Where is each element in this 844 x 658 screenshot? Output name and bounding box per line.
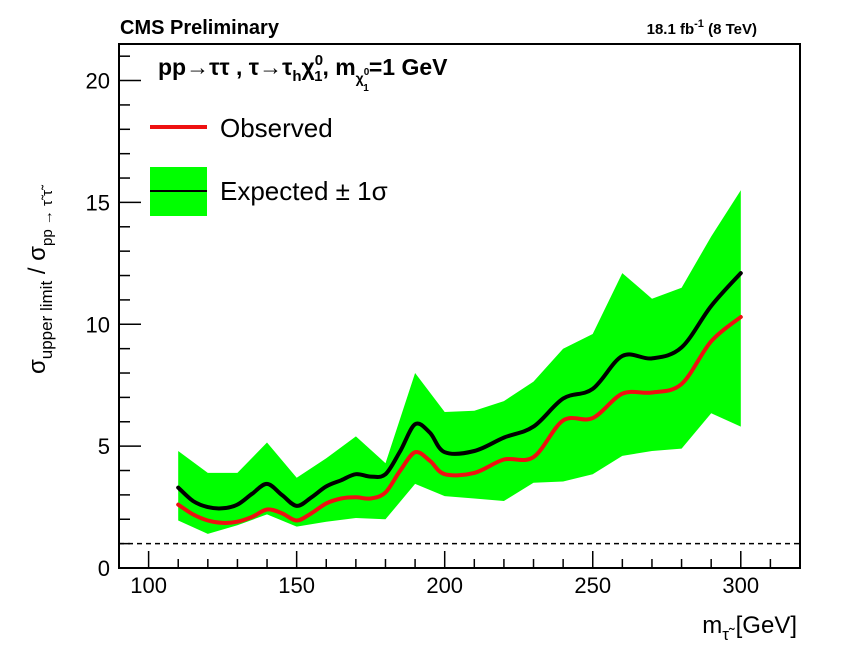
legend: Observed Expected ± 1σ: [150, 113, 388, 216]
legend-observed-label: Observed: [220, 113, 333, 143]
y-tick-label: 0: [98, 556, 110, 581]
y-axis-title: σupper limit / σpp → τ̃ τ̃: [24, 184, 56, 374]
y-tick-label: 5: [98, 434, 110, 459]
y-tick-label: 10: [86, 312, 110, 337]
x-tick-label: 200: [426, 573, 463, 598]
cms-preliminary-label: CMS Preliminary: [120, 17, 280, 39]
x-tick-label: 100: [130, 573, 167, 598]
legend-expected-label: Expected ± 1σ: [220, 176, 388, 206]
expected-1sigma-band: [178, 190, 741, 534]
observed-line: [176, 315, 743, 525]
luminosity-label: 18.1 fb-1 (8 TeV): [647, 18, 757, 38]
plot-frame: [118, 43, 801, 569]
x-tick-label: 250: [574, 573, 611, 598]
x-tick-label: 300: [722, 573, 759, 598]
expected-line: [176, 271, 743, 511]
y-tick-label: 20: [86, 69, 110, 94]
y-tick-label: 15: [86, 190, 110, 215]
x-tick-label: 150: [278, 573, 315, 598]
process-label: pp→ττ , τ→τhχ0 1, mχ0 1=1 GeV: [158, 52, 448, 94]
x-axis-title: mτ̃ [GeV]: [702, 612, 797, 644]
